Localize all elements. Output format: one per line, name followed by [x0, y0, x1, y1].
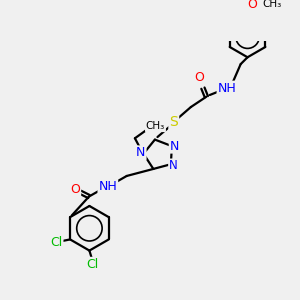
Text: O: O	[70, 183, 80, 196]
Text: N: N	[170, 140, 179, 153]
Text: O: O	[195, 71, 204, 84]
Text: O: O	[248, 0, 258, 11]
Text: N: N	[136, 146, 146, 159]
Text: CH₃: CH₃	[262, 0, 281, 9]
Text: Cl: Cl	[50, 236, 62, 249]
Text: CH₃: CH₃	[146, 121, 165, 131]
Text: N: N	[169, 159, 178, 172]
Text: S: S	[169, 116, 178, 129]
Text: NH: NH	[98, 180, 117, 193]
Text: NH: NH	[218, 82, 236, 94]
Text: Cl: Cl	[87, 258, 99, 271]
